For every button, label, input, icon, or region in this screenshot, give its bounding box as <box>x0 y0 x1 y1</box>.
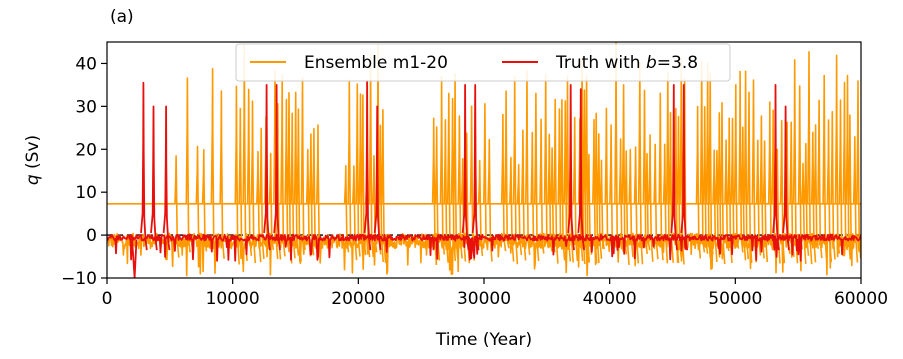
x-tick-label: 10000 <box>206 289 260 309</box>
legend-truth-italic: b <box>646 53 657 73</box>
y-tick-label: −10 <box>61 269 97 289</box>
legend-truth-prefix: Truth with <box>555 53 646 73</box>
y-axis-label: q (Sv) <box>23 135 43 185</box>
plot-frame <box>106 41 862 279</box>
y-tick-label: 30 <box>75 97 97 117</box>
y-axis-label-unit: (Sv) <box>23 135 43 175</box>
legend-label-truth: Truth with b=3.8 <box>555 53 698 73</box>
x-tick-label: 30000 <box>457 289 511 309</box>
x-tick-label: 0 <box>102 289 113 309</box>
legend-truth-suffix: =3.8 <box>657 53 698 73</box>
y-tick-label: 10 <box>75 183 97 203</box>
y-tick-label: 0 <box>86 226 97 246</box>
series-truth-line <box>107 79 861 278</box>
y-tick-label: 20 <box>75 140 97 160</box>
series-ensemble-line <box>107 42 861 277</box>
x-tick-label: 60000 <box>834 289 888 309</box>
y-tick-label: 40 <box>75 54 97 74</box>
x-tick-label: 40000 <box>583 289 637 309</box>
legend-label-ensemble: Ensemble m1-20 <box>304 53 448 73</box>
legend-box <box>235 43 731 82</box>
x-tick-label: 20000 <box>331 289 385 309</box>
y-axis-label-italic: q <box>23 174 43 185</box>
x-axis-label: Time (Year) <box>435 330 532 350</box>
panel-label: (a) <box>110 7 134 27</box>
x-tick-label: 50000 <box>708 289 762 309</box>
axis-ticks: 0 10000 20000 30000 40000 50000 60000−10010203… <box>61 54 888 309</box>
legend: Ensemble m1-20 Truth with b=3.8 <box>235 43 731 82</box>
